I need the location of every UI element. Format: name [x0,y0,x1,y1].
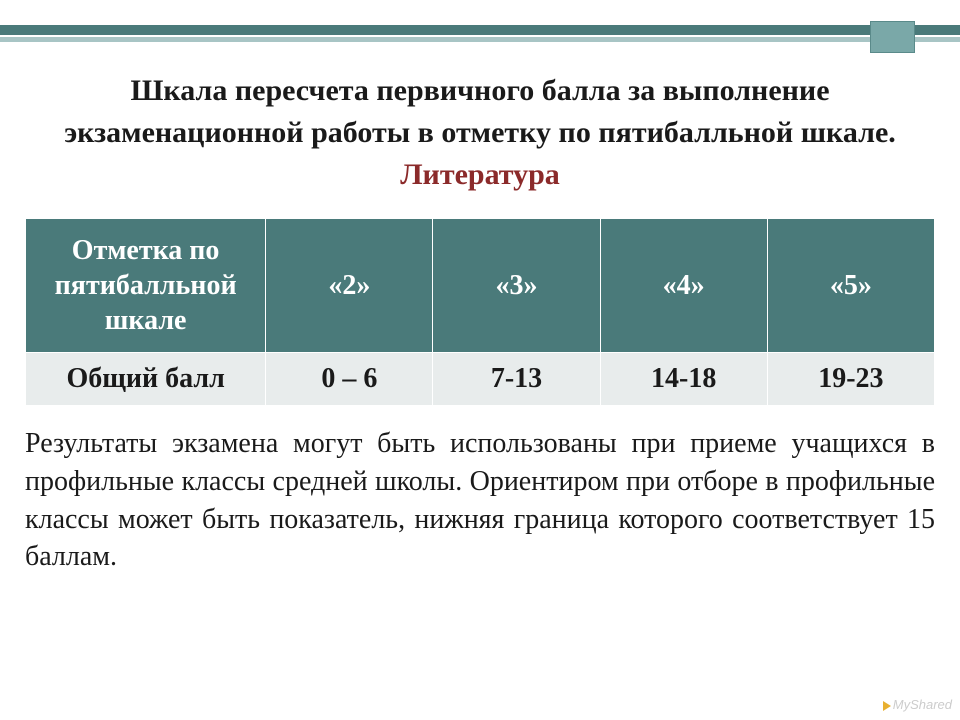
watermark-text: MyShared [893,697,952,712]
header-label-cell: Отметка по пятибалльной шкале [26,219,266,353]
range-cell: 7-13 [433,353,600,406]
decorative-header-bar [0,25,960,53]
grade-header: «5» [767,219,934,353]
watermark-logo: MyShared [883,697,952,712]
table-header-row: Отметка по пятибалльной шкале «2» «3» «4… [26,219,935,353]
grade-header: «3» [433,219,600,353]
header-accent-square [870,21,915,53]
grade-conversion-table: Отметка по пятибалльной шкале «2» «3» «4… [25,218,935,406]
slide-title: Шкала пересчета первичного балла за выпо… [0,70,960,196]
range-cell: 0 – 6 [266,353,433,406]
range-cell: 19-23 [767,353,934,406]
title-highlight: Литература [400,158,560,191]
row-label-cell: Общий балл [26,353,266,406]
explanatory-note: Результаты экзамена могут быть использов… [25,425,935,576]
header-bar-light [0,37,960,42]
grade-header: «4» [600,219,767,353]
range-cell: 14-18 [600,353,767,406]
table-data-row: Общий балл 0 – 6 7-13 14-18 19-23 [26,353,935,406]
header-bar-dark [0,25,960,35]
title-main: Шкала пересчета первичного балла за выпо… [64,74,896,149]
grade-header: «2» [266,219,433,353]
play-icon [883,701,891,711]
